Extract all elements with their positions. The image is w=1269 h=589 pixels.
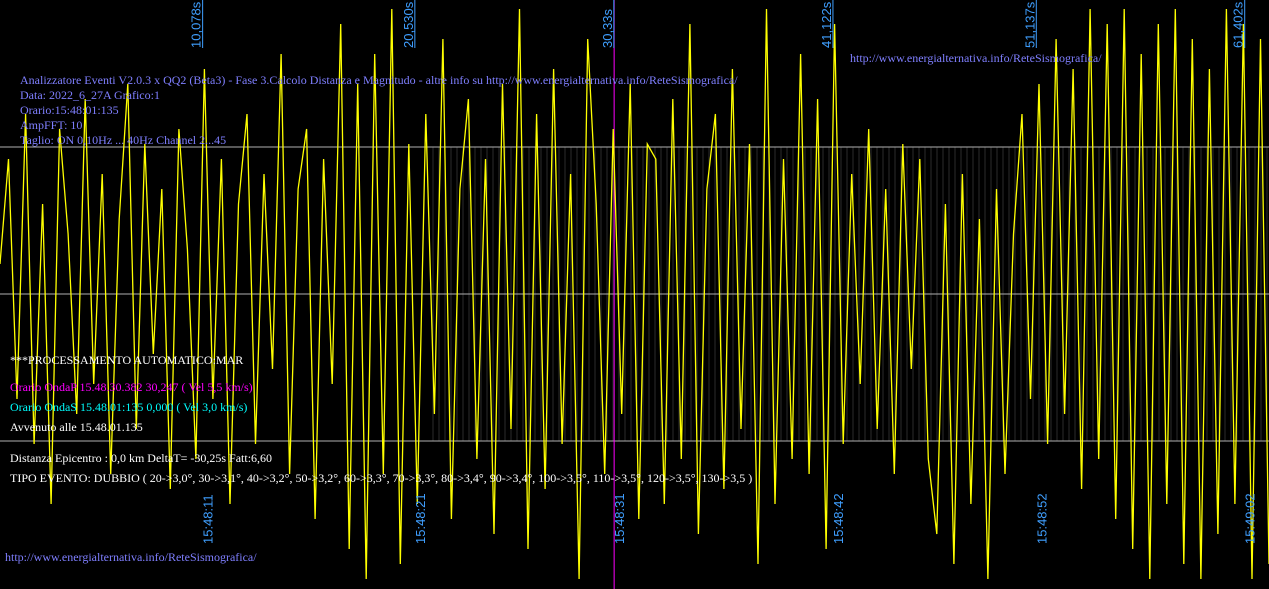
tipo-evento-line: TIPO EVENTO: DUBBIO ( 20->3,0°, 30->3,1°…: [10, 471, 753, 485]
clock-tick-label: 15:48:11: [201, 494, 216, 544]
seconds-tick-label: 20,530s: [401, 1, 416, 48]
clock-tick-label: 15:48:31: [612, 493, 627, 544]
onda-p-line: Orario OndaP 15.48.30.382 30,247 ( Vel 5…: [10, 380, 253, 394]
processing-heading: ***PROCESSAMENTO AUTOMATICO:MAR: [10, 353, 244, 367]
taglio-line: Taglio: ON 0,10Hz ... 40Hz Channel 2...4…: [20, 133, 227, 147]
clock-tick-label: 15:48:42: [831, 493, 846, 544]
app-title: Analizzatore Eventi V2.0.3 x QQ2 (Beta3)…: [20, 73, 738, 87]
waveform-line: [0, 8, 1269, 580]
avvenuto-line: Avvenuto alle 15.48.01.135: [10, 420, 143, 434]
top-url-link[interactable]: http://www.energialternativa.info/ReteSi…: [850, 51, 1102, 65]
seconds-tick-label: 61,402s: [1231, 1, 1246, 48]
data-line: Data: 2022_6_27A Grafico:1: [20, 88, 160, 102]
clock-tick-label: 15:48:52: [1034, 493, 1049, 544]
seconds-tick-label: 51,137s: [1022, 1, 1037, 48]
tick-label-layer: 10,078s 20,530s 30,33s 41,122s 51,137s 61,402…: [189, 0, 1258, 544]
seconds-tick-label: 30,33s: [600, 8, 615, 48]
clock-tick-label: 15:48:21: [413, 493, 428, 544]
seconds-tick-label: 10,078s: [189, 1, 204, 48]
orario-line: Orario:15:48:01:135: [20, 103, 119, 117]
distanza-line: Distanza Epicentro : 0,0 km DeltaT= -30,…: [10, 451, 273, 465]
onda-s-line: Orario OndaS 15.48.01:135 0,000 ( Vel 3,…: [10, 400, 248, 414]
bottom-url-link[interactable]: http://www.energialternativa.info/ReteSi…: [5, 550, 257, 564]
clock-tick-label: 15:49:02: [1243, 493, 1258, 544]
seconds-tick-label: 41,122s: [819, 1, 834, 48]
trace-layer: [0, 8, 1269, 580]
amp-fft-line: AmpFFT: 10: [20, 118, 83, 132]
